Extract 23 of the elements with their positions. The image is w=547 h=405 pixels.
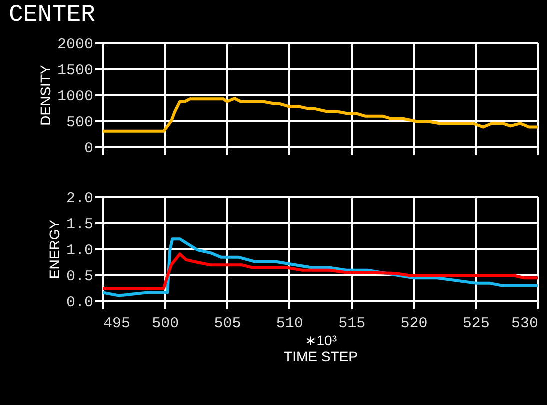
y-tick-label: 0.5 xyxy=(66,268,94,286)
y-axis-title: DENSITY xyxy=(37,64,54,126)
y-tick-label: 1500 xyxy=(57,62,94,80)
y-tick-label: 0 xyxy=(84,140,94,158)
x-tick-label: 530 xyxy=(511,316,538,332)
y-tick-label: 1000 xyxy=(57,88,94,106)
y-tick-label: 2000 xyxy=(57,36,94,54)
y-tick-label: 2.0 xyxy=(66,190,94,208)
x-tick-label: 525 xyxy=(462,316,490,332)
x-axis-title: TIME STEP xyxy=(284,348,358,364)
y-tick-label: 0.0 xyxy=(66,294,94,312)
x-tick-label: 500 xyxy=(152,316,180,332)
x-tick-label: 505 xyxy=(214,316,242,332)
y-tick-label: 1.0 xyxy=(66,242,94,260)
chart-title: CENTER xyxy=(8,2,96,29)
text: ∗10³ xyxy=(305,332,338,348)
x-tick-label: 495 xyxy=(104,316,131,332)
x-tick-label: 515 xyxy=(338,316,366,332)
x-tick-label: 520 xyxy=(400,316,428,332)
x-tick-label: 510 xyxy=(276,316,304,332)
y-tick-label: 500 xyxy=(66,114,94,132)
y-axis-title: ENERGY xyxy=(46,219,62,280)
y-tick-label: 1.5 xyxy=(66,216,94,234)
